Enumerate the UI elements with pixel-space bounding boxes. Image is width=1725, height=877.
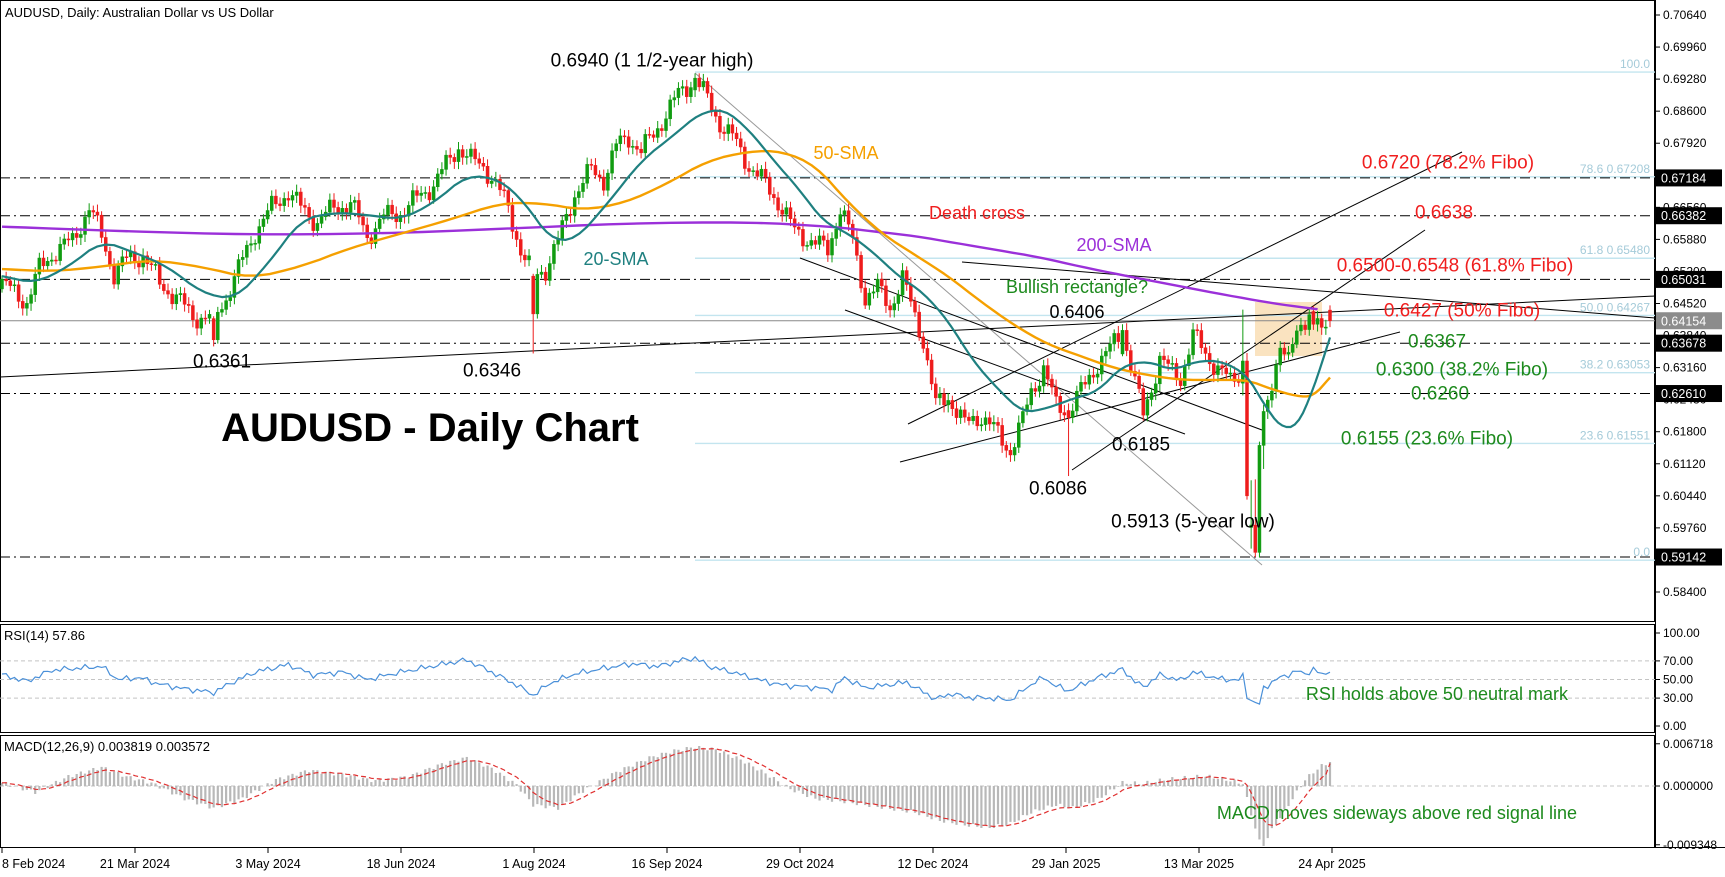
- svg-text:0.69960: 0.69960: [1663, 40, 1707, 54]
- low-label: 0.5913 (5-year low): [1111, 511, 1275, 533]
- chart-title: AUDUSD, Daily: Australian Dollar vs US D…: [5, 5, 274, 20]
- fibo-50-label: 0.6427 (50% Fibo): [1383, 300, 1541, 322]
- svg-text:0.69280: 0.69280: [1663, 72, 1707, 86]
- svg-text:29 Jan 2025: 29 Jan 2025: [1032, 857, 1101, 871]
- fibo-78-label: 0.6720 (78.2% Fibo): [1361, 152, 1535, 174]
- bullish-rectangle-label: Bullish rectangle?: [1005, 277, 1149, 297]
- svg-text:23.6 0.61551: 23.6 0.61551: [1580, 428, 1650, 442]
- svg-text:0.63160: 0.63160: [1663, 361, 1707, 375]
- svg-text:0.65880: 0.65880: [1663, 232, 1707, 246]
- svg-text:0.64154: 0.64154: [1661, 314, 1706, 328]
- sma20-label: 20-SMA: [583, 249, 649, 269]
- level-0-6185: 0.6185: [1111, 434, 1171, 456]
- macd-indicator-label: MACD(12,26,9) 0.003819 0.003572: [4, 739, 210, 754]
- macd-panel: 0.006718 0.000000 -0.009348: [0, 737, 1717, 852]
- svg-text:0.67920: 0.67920: [1663, 136, 1707, 150]
- sma-200-line: [1, 221, 1318, 311]
- svg-text:100.0: 100.0: [1620, 57, 1650, 71]
- svg-text:0.000000: 0.000000: [1663, 779, 1713, 793]
- svg-text:0.59760: 0.59760: [1663, 521, 1707, 535]
- svg-text:0.63678: 0.63678: [1661, 337, 1706, 351]
- svg-text:0.65031: 0.65031: [1661, 273, 1706, 287]
- price-axis[interactable]: [1656, 0, 1725, 848]
- svg-text:38.2 0.63053: 38.2 0.63053: [1580, 358, 1650, 372]
- sma-50-line: [1, 149, 1331, 398]
- svg-text:18 Jun 2024: 18 Jun 2024: [367, 857, 436, 871]
- rsi-note: RSI holds above 50 neutral mark: [1305, 684, 1568, 704]
- fibo-38-label: 0.6300 (38.2% Fibo): [1375, 359, 1549, 381]
- svg-text:0.61120: 0.61120: [1663, 457, 1706, 471]
- price-axis-labels: 0.706400.699600.692800.686000.679200.665…: [1655, 8, 1722, 599]
- svg-text:29 Oct 2024: 29 Oct 2024: [766, 857, 834, 871]
- death-cross-label: Death cross: [928, 203, 1026, 223]
- svg-text:50.0 0.64267: 50.0 0.64267: [1580, 300, 1650, 314]
- svg-text:0.006718: 0.006718: [1663, 737, 1713, 751]
- svg-text:70.00: 70.00: [1663, 654, 1693, 668]
- svg-text:13 Mar 2025: 13 Mar 2025: [1164, 857, 1234, 871]
- svg-text:50.00: 50.00: [1663, 673, 1693, 687]
- svg-text:16 Sep 2024: 16 Sep 2024: [632, 857, 703, 871]
- svg-text:21 Mar 2024: 21 Mar 2024: [100, 857, 170, 871]
- svg-text:0.58400: 0.58400: [1663, 585, 1707, 599]
- svg-text:0.67184: 0.67184: [1661, 171, 1706, 185]
- svg-text:0.62610: 0.62610: [1661, 387, 1706, 401]
- time-axis-labels: 8 Feb 2024 21 Mar 2024 3 May 2024 18 Jun 20…: [1, 848, 1366, 871]
- level-0-6260: 0.6260: [1410, 383, 1470, 405]
- svg-text:12 Dec 2024: 12 Dec 2024: [898, 857, 969, 871]
- level-0-6406: 0.6406: [1049, 302, 1105, 322]
- macd-note: MACD moves sideways above red signal lin…: [1216, 803, 1577, 823]
- svg-text:0.66382: 0.66382: [1661, 209, 1706, 223]
- svg-text:8 Feb 2024: 8 Feb 2024: [2, 857, 65, 871]
- level-0-6361: 0.6361: [192, 351, 252, 373]
- level-0-6086: 0.6086: [1028, 478, 1088, 500]
- panel-frames: [0, 0, 1725, 848]
- watermark-title: AUDUSD - Daily Chart: [221, 406, 639, 450]
- high-label: 0.6940 (1 1/2-year high): [550, 50, 754, 72]
- svg-text:-0.009348: -0.009348: [1663, 838, 1717, 852]
- fibo-23-label: 0.6155 (23.6% Fibo): [1340, 428, 1514, 450]
- svg-text:0.59142: 0.59142: [1661, 551, 1706, 565]
- level-0-6346: 0.6346: [462, 360, 522, 382]
- sma200-label: 200-SMA: [1076, 235, 1152, 255]
- rsi-panel: 100.00 70.00 50.00 30.00 0.00: [0, 626, 1700, 733]
- svg-text:30.00: 30.00: [1663, 691, 1693, 705]
- rsi-indicator-label: RSI(14) 57.86: [4, 628, 85, 643]
- svg-text:0.64520: 0.64520: [1663, 296, 1707, 310]
- svg-text:24 Apr 2025: 24 Apr 2025: [1298, 857, 1365, 871]
- level-0-6367: 0.6367: [1407, 331, 1467, 353]
- svg-text:0.0: 0.0: [1633, 545, 1650, 559]
- svg-text:3 May 2024: 3 May 2024: [235, 857, 300, 871]
- svg-text:1 Aug 2024: 1 Aug 2024: [502, 857, 565, 871]
- svg-text:0.60440: 0.60440: [1663, 489, 1707, 503]
- level-0-6638: 0.6638: [1414, 202, 1474, 224]
- svg-text:0.70640: 0.70640: [1663, 8, 1707, 22]
- svg-text:100.00: 100.00: [1663, 626, 1700, 640]
- fibo-61-label: 0.6500-0.6548 (61.8% Fibo): [1336, 255, 1574, 277]
- svg-text:0.00: 0.00: [1663, 719, 1687, 733]
- svg-text:61.8 0.65480: 61.8 0.65480: [1580, 243, 1650, 257]
- svg-text:0.61800: 0.61800: [1663, 425, 1707, 439]
- sma50-label: 50-SMA: [813, 143, 879, 163]
- svg-text:0.68600: 0.68600: [1663, 104, 1707, 118]
- time-axis[interactable]: [0, 849, 1725, 877]
- svg-text:78.6 0.67208: 78.6 0.67208: [1580, 162, 1650, 176]
- sma-20-line: [1, 109, 1332, 429]
